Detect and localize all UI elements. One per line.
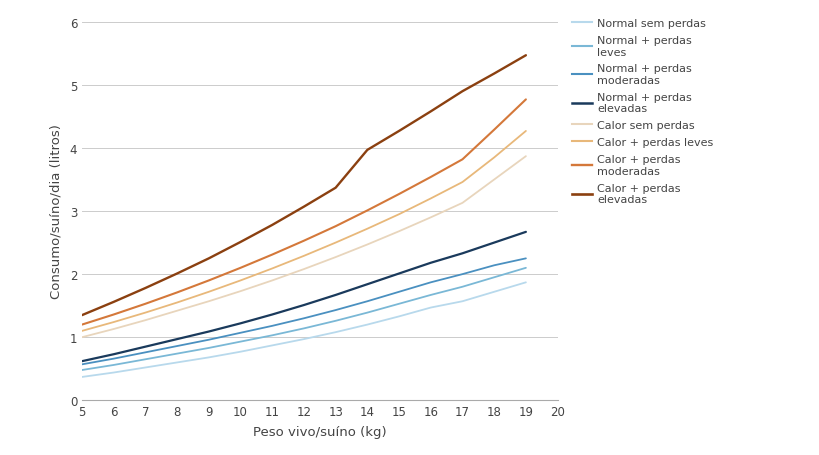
Legend: Normal sem perdas, Normal + perdas
leves, Normal + perdas
moderadas, Normal + pe: Normal sem perdas, Normal + perdas leves…	[571, 19, 713, 205]
X-axis label: Peso vivo/suíno (kg): Peso vivo/suíno (kg)	[253, 425, 386, 438]
Y-axis label: Consumo/suíno/dia (litros): Consumo/suíno/dia (litros)	[50, 124, 62, 299]
